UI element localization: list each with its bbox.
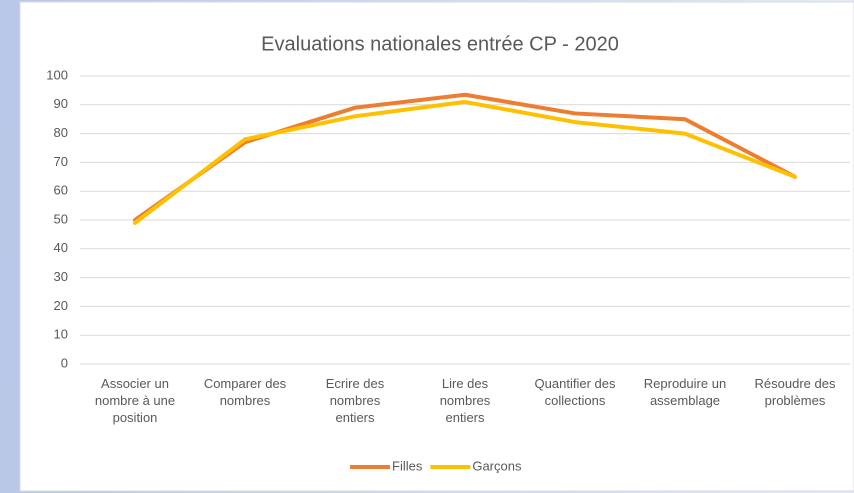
y-tick-label: 10 [54, 327, 68, 342]
x-tick-label: Ecrire des nombres entiers [326, 376, 385, 425]
x-tick-label: Lire des nombres entiers [440, 376, 491, 425]
x-tick-label: Associer un nombre à une position [95, 376, 175, 425]
y-tick-label: 90 [54, 96, 68, 111]
y-tick-label: 40 [54, 240, 68, 255]
y-tick-label: 100 [46, 67, 68, 82]
x-tick-label: Reproduire un assemblage [644, 376, 726, 408]
y-tick-label: 80 [54, 125, 68, 140]
x-tick-label: Résoudre des problèmes [755, 376, 836, 408]
y-tick-label: 30 [54, 269, 68, 284]
y-tick-label: 70 [54, 154, 68, 169]
legend-label: Garçons [472, 458, 522, 473]
chart-area [19, 1, 854, 492]
y-tick-label: 0 [61, 355, 68, 370]
x-tick-label: Quantifier des collections [535, 376, 616, 408]
series-line [133, 92, 797, 222]
y-tick-label: 60 [54, 183, 68, 198]
x-tick-label: Comparer des nombres [204, 376, 287, 408]
y-tick-label: 20 [54, 298, 68, 313]
chart-title: Evaluations nationales entrée CP - 2020 [261, 33, 619, 55]
y-tick-label: 50 [54, 211, 68, 226]
series-line [133, 99, 797, 225]
legend-label: Filles [392, 458, 423, 473]
